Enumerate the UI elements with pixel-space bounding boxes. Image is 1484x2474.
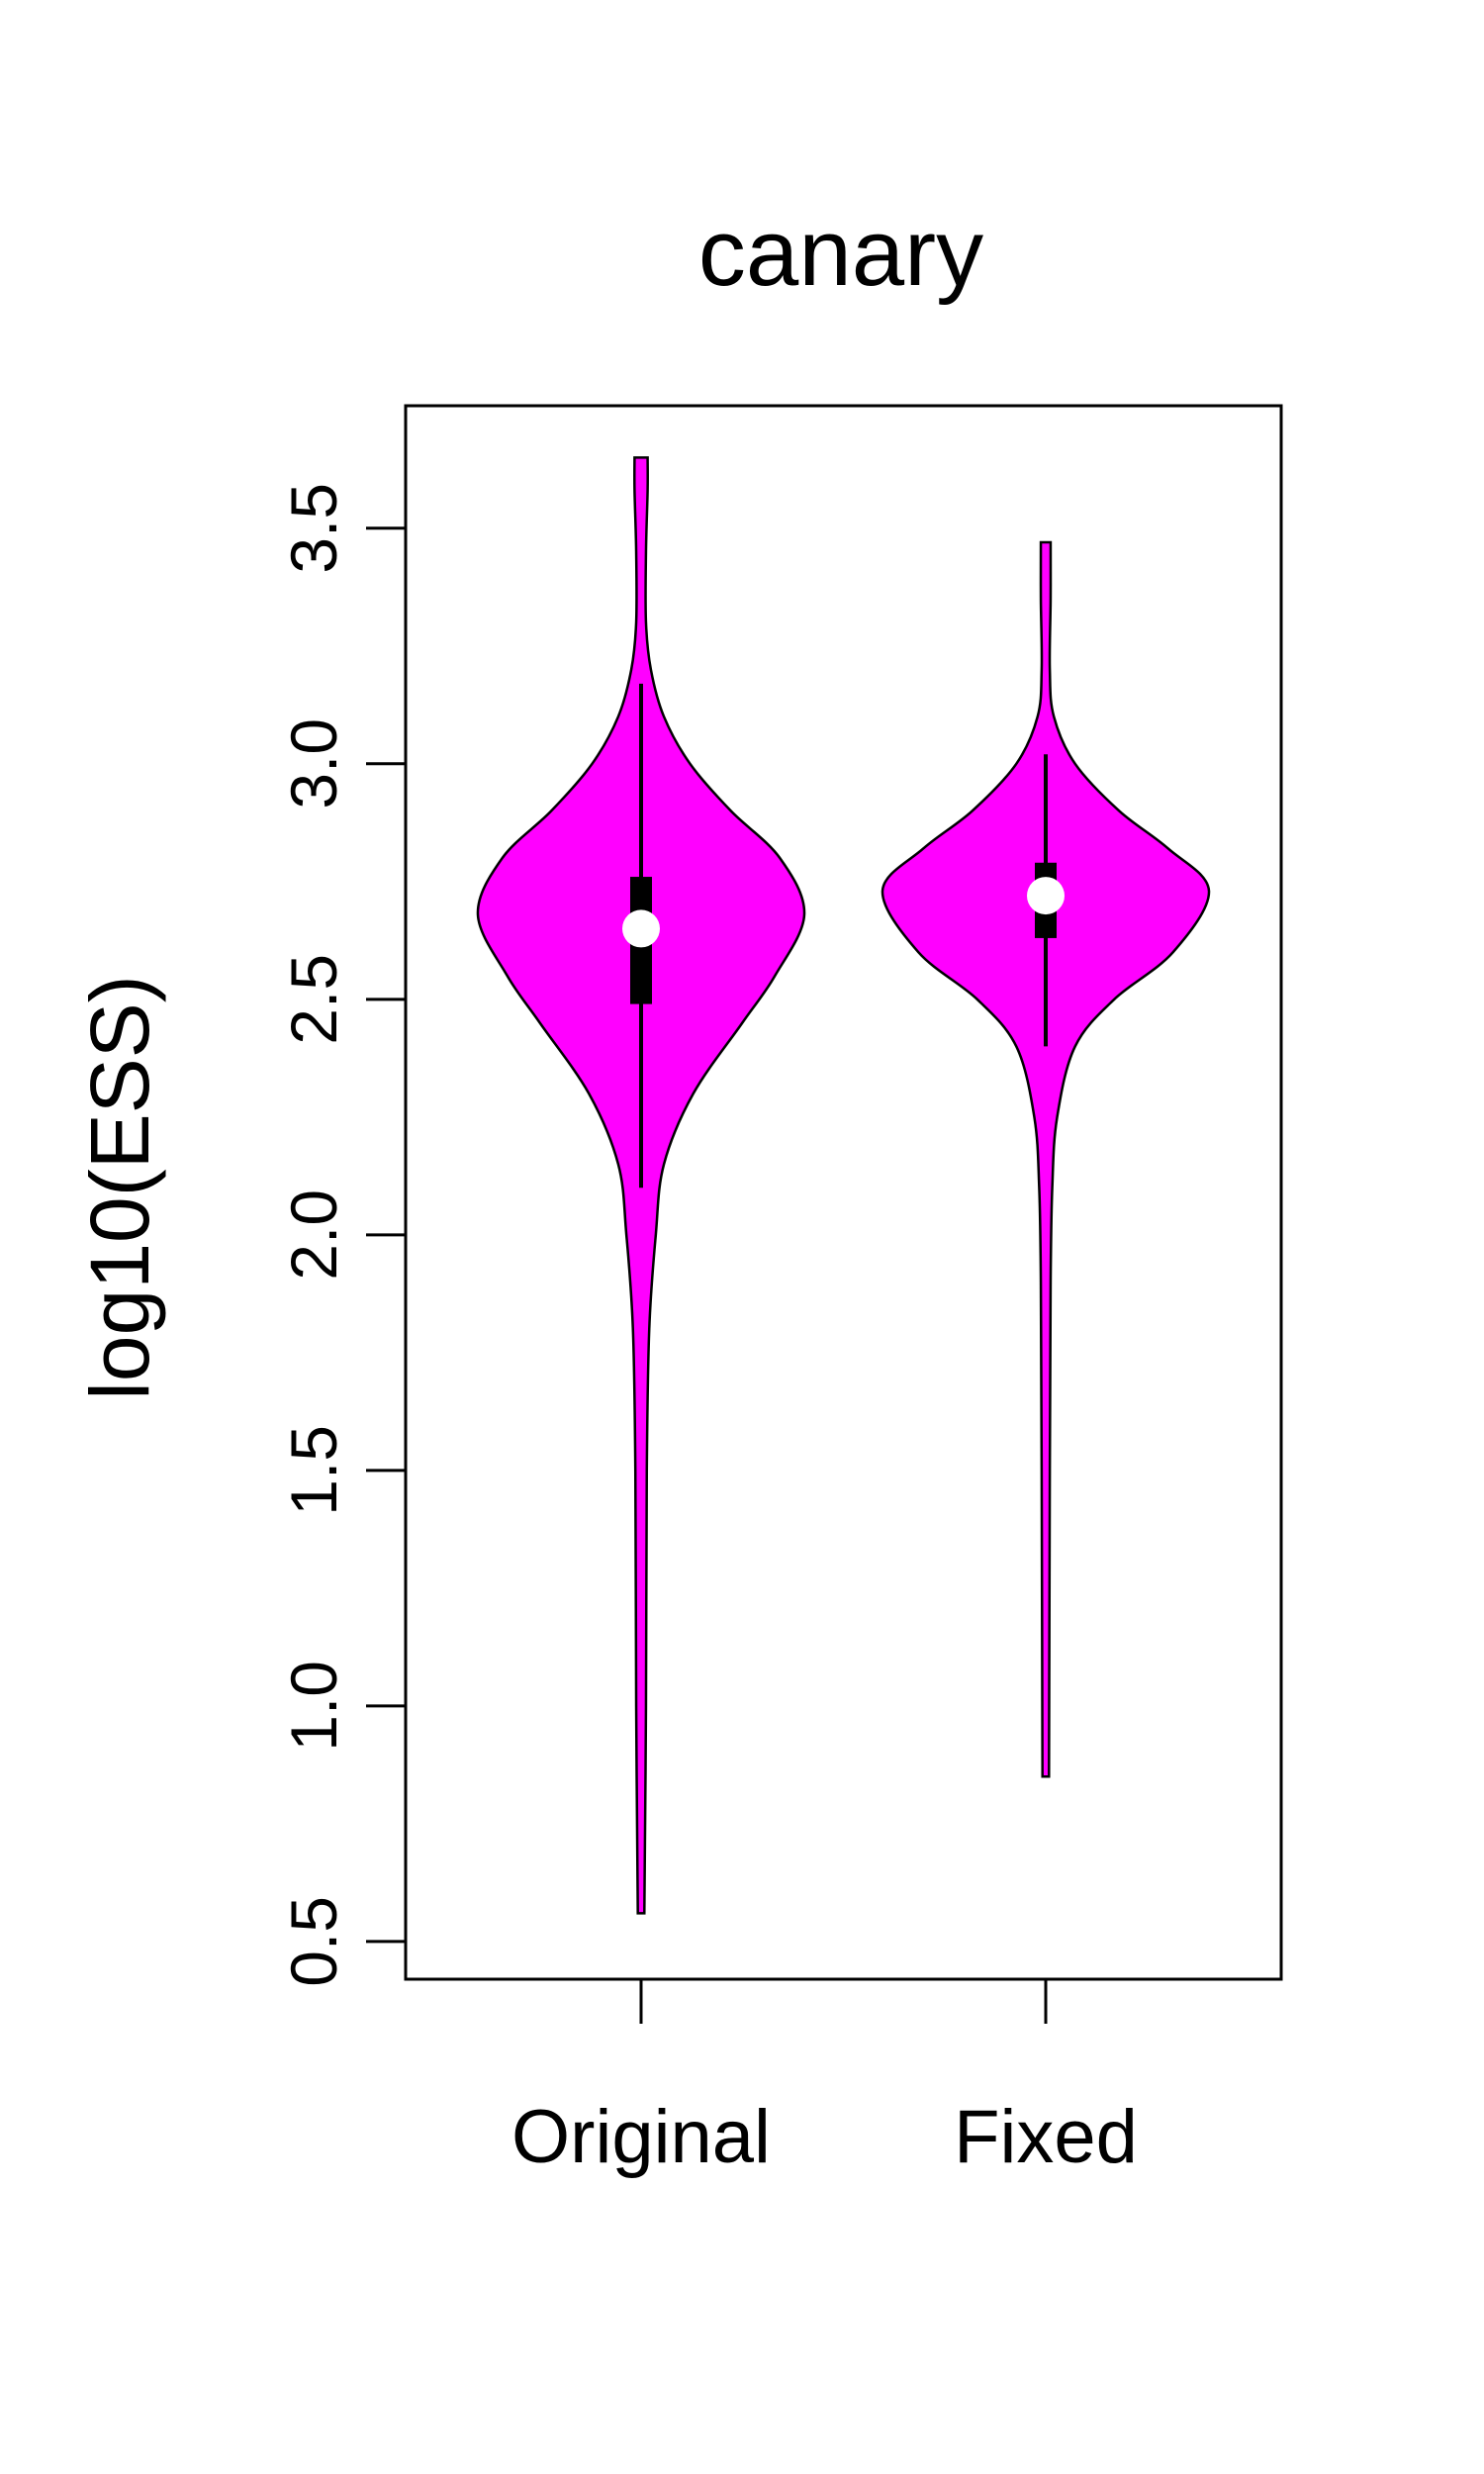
- y-tick-label: 1.0: [277, 1661, 350, 1752]
- plot-frame: [404, 404, 1283, 1981]
- y-axis: 0.5 1.0 1.5 2.0 2.5 3.0 3.5: [277, 483, 406, 1987]
- violins-layer: [476, 456, 1211, 1915]
- x-axis: Original Fixed: [511, 1979, 1138, 2179]
- y-axis-title: log10(ESS): [73, 975, 166, 1400]
- y-tick-label: 0.5: [277, 1896, 350, 1987]
- violin-fixed: [881, 540, 1211, 1778]
- x-tick-label: Original: [511, 2095, 771, 2179]
- chart-title: canary: [698, 200, 983, 306]
- y-tick-label: 1.5: [277, 1425, 350, 1516]
- x-tick-label: Fixed: [954, 2095, 1138, 2179]
- y-tick-label: 2.0: [277, 1189, 350, 1281]
- y-tick-label: 3.5: [277, 483, 350, 574]
- violin-original: [476, 456, 806, 1915]
- y-tick-label: 2.5: [277, 954, 350, 1045]
- y-tick-label: 3.0: [277, 718, 350, 809]
- median-point: [622, 909, 660, 948]
- violin-body: [881, 540, 1211, 1778]
- median-point: [1027, 877, 1065, 915]
